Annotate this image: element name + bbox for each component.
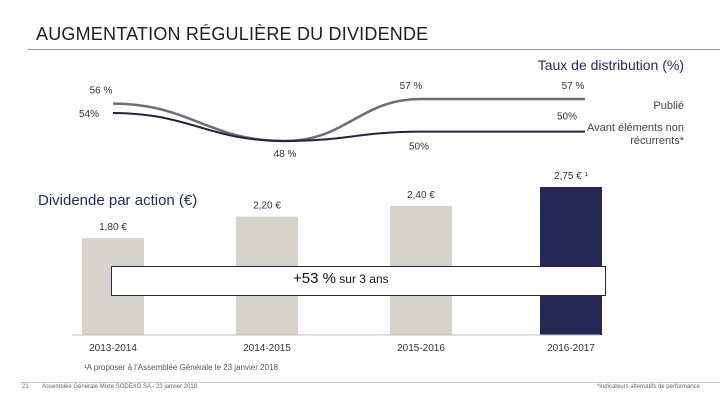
growth-banner — [111, 266, 606, 296]
payout-point-label: 56 % — [90, 86, 113, 97]
x-tick-label: 2016-2017 — [547, 343, 595, 354]
footnote: ¹A proposer à l’Assemblée Générale le 23… — [84, 363, 278, 372]
footer-divider — [20, 382, 720, 383]
payout-point-label: 57 % — [400, 81, 423, 92]
dividend-value-label: 2,75 € ¹ — [554, 171, 589, 182]
footer-event: Assemblée Générale Mixte SODEXO SA - 23 … — [42, 384, 198, 390]
legend-recurring: Avant éléments non récurrents* — [586, 122, 684, 147]
footer-note: *Indicateurs alternatifs de performance — [596, 384, 700, 390]
payout-point-label: 57 % — [562, 81, 585, 92]
x-tick-label: 2014-2015 — [243, 343, 291, 354]
x-tick-label: 2015-2016 — [397, 343, 445, 354]
title-divider — [28, 49, 720, 50]
page-title: AUGMENTATION RÉGULIÈRE DU DIVIDENDE — [36, 24, 429, 44]
page-number: 21 — [22, 384, 29, 390]
dividend-value-label: 2,40 € — [407, 190, 435, 201]
payout-point-label: 48 % — [274, 149, 297, 160]
dividend-bar-2016-2017 — [540, 187, 602, 335]
payout-line-recurring — [112, 112, 585, 143]
payout-line-published — [112, 97, 585, 143]
x-tick-label: 2013-2014 — [89, 343, 137, 354]
payout-point-label: 50% — [557, 112, 577, 123]
growth-period: sur 3 ans — [335, 272, 389, 286]
legend-published: Publié — [653, 100, 684, 112]
payout-point-label: 54% — [79, 109, 99, 120]
payout-point-label: 50% — [409, 142, 429, 153]
growth-banner-text: +53 % sur 3 ans — [293, 270, 389, 287]
dividend-chart-title: Dividende par action (€) — [38, 192, 198, 209]
payout-chart-title: Taux de distribution (%) — [537, 57, 684, 73]
dividend-value-label: 2,20 € — [253, 201, 281, 212]
dividend-value-label: 1,80 € — [99, 222, 127, 233]
growth-value: +53 % — [293, 270, 336, 287]
